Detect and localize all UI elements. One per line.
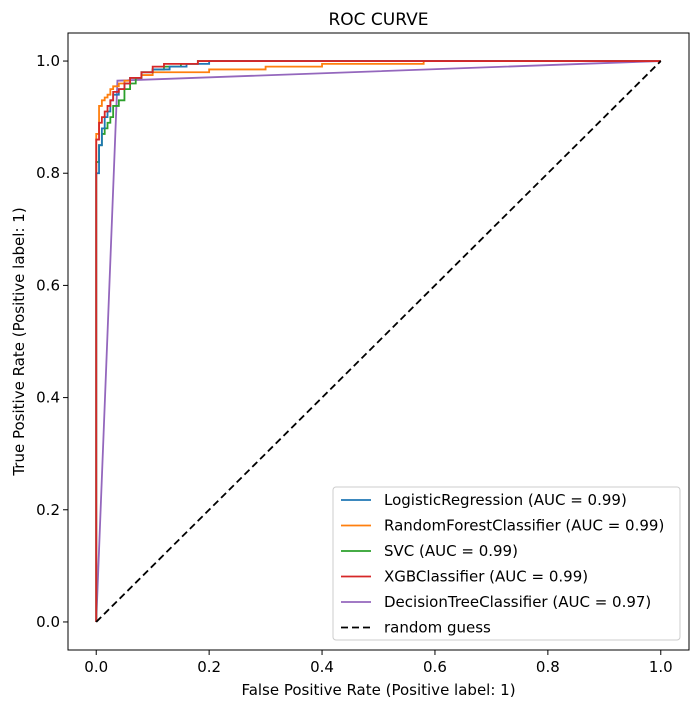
series-line-3 — [95, 60, 661, 622]
series-line-5 — [95, 60, 662, 623]
legend-label: LogisticRegression (AUC = 0.99) — [384, 491, 627, 509]
series-line-4 — [95, 60, 661, 622]
chart-title: ROC CURVE — [328, 10, 428, 30]
x-axis: 0.0 0.2 0.4 0.6 0.8 1.0 — [84, 650, 673, 676]
legend-label: random guess — [384, 619, 491, 637]
y-tick-label: 0.4 — [36, 389, 60, 407]
legend: LogisticRegression (AUC = 0.99) RandomFor… — [332, 486, 681, 641]
series-line-1 — [95, 60, 661, 622]
x-tick-label: 0.0 — [84, 658, 108, 676]
legend-label: XGBClassifier (AUC = 0.99) — [384, 568, 588, 586]
x-axis-label: False Positive Rate (Positive label: 1) — [241, 681, 515, 699]
axes-frame — [67, 32, 690, 651]
plot-area — [95, 60, 662, 623]
x-tick-label: 0.6 — [423, 658, 447, 676]
x-tick-label: 0.8 — [536, 658, 560, 676]
y-tick-label: 0.6 — [36, 276, 60, 294]
legend-label: SVC (AUC = 0.99) — [384, 542, 518, 560]
legend-box — [332, 486, 681, 641]
y-axis-label: True Positive Rate (Positive label: 1) — [10, 207, 28, 476]
legend-label: DecisionTreeClassifier (AUC = 0.97) — [384, 593, 651, 611]
y-tick-label: 1.0 — [36, 52, 60, 70]
legend-label: RandomForestClassifier (AUC = 0.99) — [384, 517, 664, 535]
x-tick-label: 0.2 — [197, 658, 221, 676]
y-tick-label: 0.0 — [36, 613, 60, 631]
x-tick-label: 0.4 — [310, 658, 334, 676]
x-tick-label: 1.0 — [649, 658, 673, 676]
y-axis: 0.0 0.2 0.4 0.6 0.8 1.0 — [36, 52, 68, 631]
y-tick-label: 0.2 — [36, 501, 60, 519]
y-tick-label: 0.8 — [36, 164, 60, 182]
